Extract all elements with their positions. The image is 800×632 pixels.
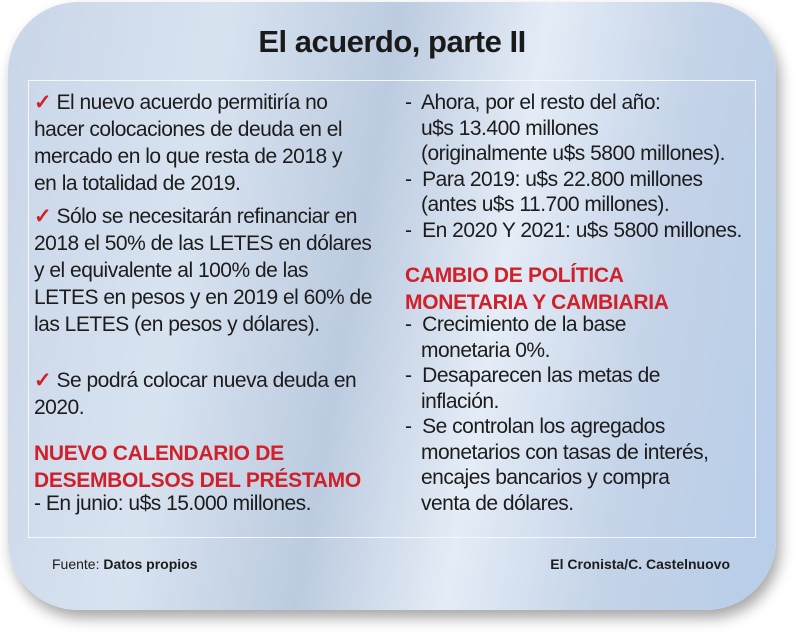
line: Se podrá colocar nueva deuda en: [56, 369, 357, 392]
line: 2020.: [34, 396, 85, 419]
line: 2018 el 50% de las LETES en dólares: [34, 232, 372, 255]
left-paragraph-3: ✓ Se podrá colocar nueva deuda en 2020.: [34, 367, 357, 421]
list-item: - Crecimiento de la base: [405, 313, 626, 336]
list-item: - Desaparecen las metas de: [405, 364, 660, 387]
heading-line: MONETARIA Y CAMBIARIA: [405, 291, 669, 314]
right-list-2: - Crecimiento de la base monetaria 0%. -…: [405, 312, 709, 516]
list-item: encajes bancarios y compra: [405, 466, 670, 489]
list-item: (antes u$s 11.700 millones).: [405, 193, 670, 216]
infographic-title: El acuerdo, parte II: [258, 24, 526, 59]
left-paragraph-1: ✓ El nuevo acuerdo permitiría no hacer c…: [34, 89, 343, 197]
list-item: - En 2020 Y 2021: u$s 5800 millones.: [405, 218, 742, 242]
source-note: Fuente: Datos propios: [52, 556, 198, 572]
line: LETES en pesos y en 2019 el 60% de: [34, 286, 372, 309]
line: mercado en lo que resta de 2018 y: [34, 145, 343, 168]
list-item: - Se controlan los agregados: [405, 415, 665, 438]
check-icon: ✓: [34, 205, 52, 228]
list-item: (originalmente u$s 5800 millones).: [405, 142, 726, 165]
source-label: Fuente:: [52, 556, 104, 572]
list-item: monetaria 0%.: [405, 338, 550, 362]
credit: El Cronista/C. Castelnuovo: [550, 556, 730, 572]
source-value: Datos propios: [103, 556, 198, 572]
line: hacer colocaciones de deuda en el: [34, 118, 343, 141]
left-paragraph-2: ✓ Sólo se necesitarán refinanciar en 201…: [34, 203, 372, 338]
list-item: inflación.: [405, 389, 499, 413]
right-list-1: - Ahora, por el resto del año: u$s 13.40…: [405, 90, 742, 243]
left-heading: NUEVO CALENDARIO DE DESEMBOLSOS DEL PRÉS…: [34, 440, 361, 494]
heading-line: DESEMBOLSOS DEL PRÉSTAMO: [34, 469, 361, 492]
list-item: - En junio: u$s 15.000 millones.: [34, 492, 312, 515]
list-item: - Para 2019: u$s 22.800 millones: [405, 167, 703, 191]
check-icon: ✓: [34, 369, 52, 392]
list-item: venta de dólares.: [405, 491, 574, 515]
heading-line: CAMBIO DE POLÍTICA: [405, 264, 624, 287]
infographic-card: El acuerdo, parte II: [8, 2, 776, 610]
check-icon: ✓: [34, 91, 52, 114]
left-list: - En junio: u$s 15.000 millones.: [34, 490, 312, 517]
content-box: [28, 80, 756, 538]
list-item: - Ahora, por el resto del año:: [405, 91, 661, 114]
line: Sólo se necesitarán refinanciar en: [56, 205, 357, 228]
list-item: u$s 13.400 millones: [405, 116, 599, 140]
line: y el equivalente al 100% de las: [34, 259, 309, 282]
line: las LETES (en pesos y dólares).: [34, 313, 320, 336]
heading-line: NUEVO CALENDARIO DE: [34, 442, 284, 465]
list-item: monetarios con tasas de interés,: [405, 440, 709, 464]
line: El nuevo acuerdo permitiría no: [56, 91, 328, 114]
right-heading: CAMBIO DE POLÍTICA MONETARIA Y CAMBIARIA: [405, 262, 669, 316]
line: en la totalidad de 2019.: [34, 172, 241, 195]
